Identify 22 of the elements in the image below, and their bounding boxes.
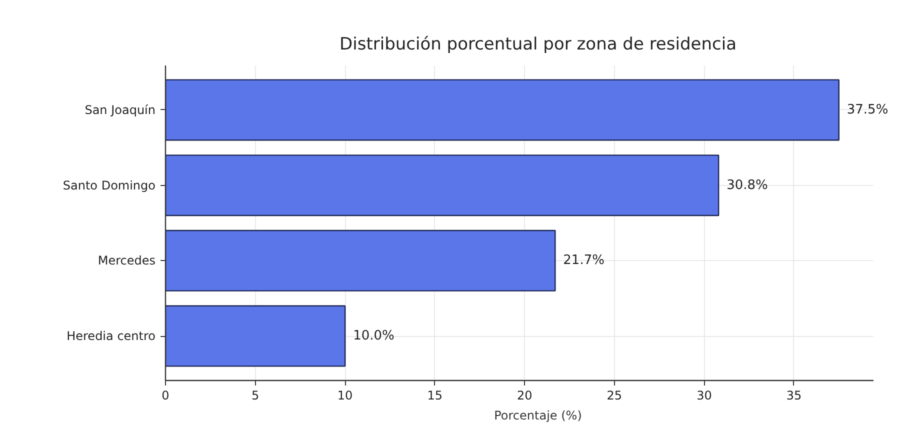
y-tick-label: Mercedes — [98, 254, 156, 268]
x-tick-label: 0 — [162, 388, 170, 402]
x-axis-title: Porcentaje (%) — [494, 408, 582, 422]
bar — [166, 154, 720, 216]
x-tick-label: 15 — [427, 388, 442, 402]
y-tick-label: Santo Domingo — [62, 178, 156, 192]
y-tick-label: San Joaquín — [84, 102, 156, 117]
x-tick-label: 25 — [606, 388, 622, 402]
data-label: 21.7% — [563, 253, 604, 268]
data-label: 30.8% — [726, 178, 768, 193]
chart-title: Distribución porcentual por zona de residencia — [340, 34, 736, 54]
bar — [166, 79, 840, 141]
data-label: 10.0% — [353, 328, 394, 344]
bar — [166, 305, 346, 367]
x-tick-label: 5 — [251, 388, 260, 402]
bar — [166, 230, 556, 292]
x-tick-label: 20 — [517, 388, 532, 402]
x-tick-label: 35 — [786, 388, 802, 402]
x-tick-label: 10 — [337, 388, 353, 402]
y-tick-label: Heredia centro — [66, 329, 156, 344]
data-label: 37.5% — [846, 102, 888, 118]
x-tick-label: 30 — [696, 388, 712, 402]
